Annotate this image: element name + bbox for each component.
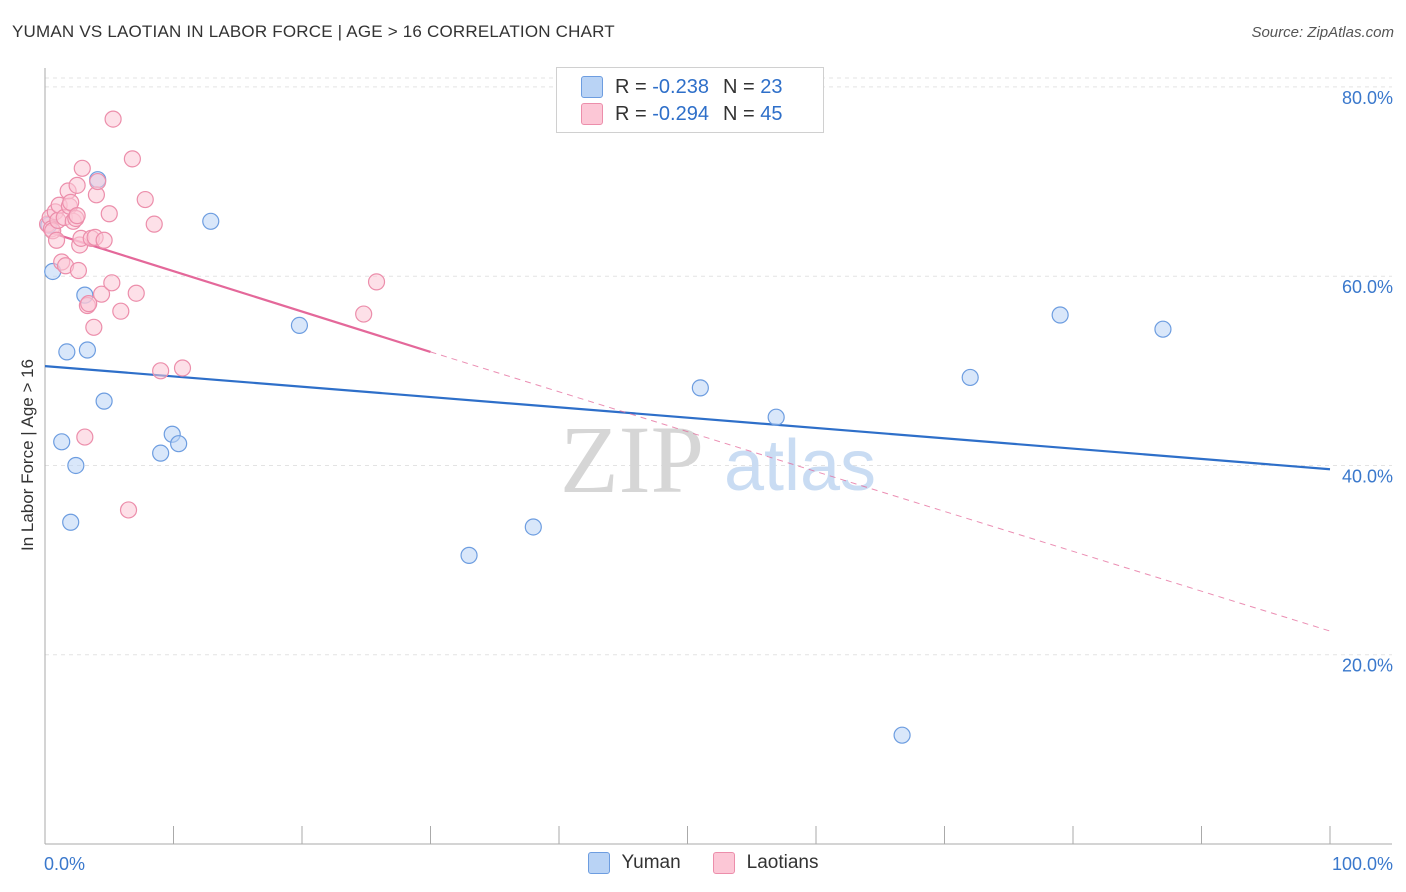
laotians-point [104, 110, 122, 128]
laotians-point [92, 285, 111, 303]
legend-label-laotians: Laotians [746, 852, 819, 873]
axes [44, 68, 1392, 845]
x-tick-label-min: 0.0% [44, 854, 85, 874]
laotians-point [68, 207, 86, 225]
yuman-point [95, 392, 113, 410]
source-credit: Source: ZipAtlas.com [1251, 24, 1394, 41]
n-value-yuman: 23 [760, 75, 783, 98]
x-tick-label-max: 100.0% [1332, 854, 1393, 874]
legend-label-yuman: Yuman [621, 852, 681, 873]
n-value-laotians: 45 [760, 102, 783, 125]
laotians-point [69, 261, 88, 280]
y-axis-label: In Labor Force | Age > 16 [18, 358, 37, 552]
legend-row-yuman: R = -0.238 N = 23 [581, 74, 782, 100]
laotians-point [80, 295, 98, 313]
laotians-point [136, 190, 154, 209]
series-legend: Yuman Laotians [0, 852, 1406, 874]
yuman-point [58, 343, 76, 361]
laotians-point [123, 150, 141, 168]
r-value-laotians: -0.294 [652, 102, 709, 125]
chart-title: YUMAN VS LAOTIAN IN LABOR FORCE | AGE > … [12, 22, 615, 41]
laotians-point [145, 215, 163, 233]
yuman-point [961, 368, 979, 387]
tick-labels: 20.0% 40.0% 60.0% 80.0% 0.0% 100.0% [44, 88, 1393, 874]
laotians-trend-line [44, 229, 431, 353]
laotians-point [47, 231, 66, 249]
yuman-point [893, 726, 911, 744]
yuman-point [767, 408, 785, 426]
yuman-point [202, 212, 220, 230]
y-tick-label: 20.0% [1342, 656, 1393, 676]
laotians-point [73, 159, 91, 177]
yuman-legend-swatch-icon [587, 852, 610, 874]
y-tick-label: 40.0% [1342, 466, 1393, 486]
correlation-legend: R = -0.238 N = 23 R = -0.294 N = 45 [556, 67, 824, 133]
laotians-legend-swatch-icon [712, 852, 735, 874]
yuman-point [1154, 320, 1172, 338]
laotians-point [355, 305, 373, 323]
gridlines [45, 77, 1392, 656]
yuman-point [691, 379, 709, 397]
yuman-point [1051, 306, 1069, 324]
laotians-point [367, 273, 386, 291]
laotians-point [95, 231, 113, 249]
y-tick-label: 60.0% [1342, 277, 1393, 297]
yuman-point [78, 341, 97, 359]
yuman-swatch-icon [581, 76, 603, 98]
watermark-zip: ZIP [560, 406, 704, 513]
laotians-point [85, 318, 103, 336]
laotians-point [152, 362, 170, 380]
laotians-trend-line [430, 351, 1331, 632]
r-label: R = [615, 102, 647, 125]
laotians-point [112, 302, 130, 320]
yuman-point [53, 433, 71, 451]
r-value-yuman: -0.238 [652, 75, 709, 98]
yuman-point [67, 456, 85, 475]
laotians-point [100, 205, 118, 223]
laotians-point [68, 176, 86, 194]
yuman-point [290, 316, 309, 335]
yuman-point [524, 518, 542, 536]
n-label: N = [722, 102, 755, 125]
yuman-trend-line [44, 365, 1331, 471]
yuman-point [62, 513, 80, 531]
n-label: N = [722, 75, 755, 98]
watermark: ZIP atlas [560, 406, 876, 513]
laotians-point [103, 274, 121, 292]
laotians-point [127, 284, 145, 302]
yuman-point [152, 444, 170, 462]
data-points [38, 110, 1172, 744]
watermark-atlas: atlas [724, 426, 876, 506]
legend-row-laotians: R = -0.294 N = 45 [581, 101, 782, 127]
legend-item-yuman[interactable]: Yuman [587, 852, 681, 874]
laotians-point [173, 359, 192, 377]
laotians-point [76, 428, 94, 446]
r-label: R = [615, 75, 647, 98]
legend-item-laotians[interactable]: Laotians [712, 852, 819, 874]
laotians-point [89, 172, 107, 191]
laotians-swatch-icon [581, 103, 603, 125]
yuman-point [170, 435, 188, 453]
trend-lines [44, 229, 1331, 632]
yuman-point [460, 546, 478, 564]
laotians-point [119, 501, 138, 519]
y-tick-label: 80.0% [1342, 88, 1393, 108]
